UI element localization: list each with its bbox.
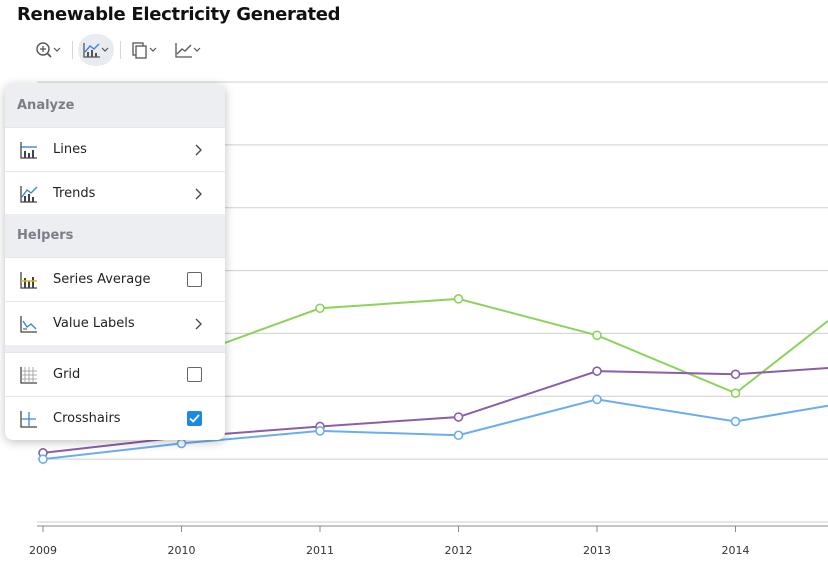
menu-section-analyze: Analyze xyxy=(5,84,225,128)
menu-section-helpers: Helpers xyxy=(5,214,225,258)
menu-divider xyxy=(5,345,225,353)
value-labels-icon xyxy=(20,316,37,333)
menu-item-trends[interactable]: Trends xyxy=(5,171,225,215)
menu-item-series-average[interactable]: Series Average xyxy=(5,257,225,301)
data-point xyxy=(453,430,464,441)
page-title: Renewable Electricity Generated xyxy=(17,4,341,25)
data-point xyxy=(453,412,464,422)
grid-checkbox[interactable] xyxy=(187,367,202,382)
data-point xyxy=(315,303,325,314)
menu-item-label: Trends xyxy=(53,186,96,201)
data-point xyxy=(176,438,187,449)
chevron-right-icon xyxy=(195,188,202,200)
data-point xyxy=(453,294,464,304)
chevron-right-icon xyxy=(195,318,202,330)
copy-button[interactable] xyxy=(126,34,162,66)
x-tick-label: 2012 xyxy=(445,544,473,557)
x-tick-label: 2010 xyxy=(168,544,196,557)
chart-type-button[interactable] xyxy=(170,34,206,66)
analyze-menu: Analyze Lines Trends Helpers xyxy=(5,84,225,440)
copy-icon xyxy=(132,42,157,59)
trend-icon xyxy=(20,186,38,203)
series-line xyxy=(178,297,828,395)
menu-item-label: Series Average xyxy=(53,272,151,287)
crosshairs-icon xyxy=(20,411,37,428)
data-point xyxy=(730,416,741,427)
chevron-right-icon xyxy=(195,144,202,156)
toolbar-separator xyxy=(72,41,73,59)
menu-item-value-labels[interactable]: Value Labels xyxy=(5,301,225,345)
menu-item-label: Crosshairs xyxy=(53,411,121,426)
chart-type-icon xyxy=(175,43,201,58)
menu-item-lines[interactable]: Lines xyxy=(5,127,225,171)
menu-item-label: Lines xyxy=(53,142,87,157)
menu-item-crosshairs[interactable]: Crosshairs xyxy=(5,396,225,440)
analyze-button[interactable] xyxy=(78,34,114,66)
menu-item-label: Value Labels xyxy=(53,316,135,331)
x-tick-label: 2014 xyxy=(722,544,750,557)
data-point xyxy=(592,394,602,405)
data-point xyxy=(592,366,602,376)
x-tick-label: 2013 xyxy=(583,544,611,557)
toolbar-separator xyxy=(120,41,121,59)
x-tick-label: 2009 xyxy=(29,544,57,557)
grid-icon xyxy=(20,367,37,384)
checkmark-icon xyxy=(189,414,200,423)
data-point xyxy=(315,426,325,436)
zoom-in-icon xyxy=(36,42,61,58)
line-chart-icon xyxy=(20,142,37,159)
average-icon xyxy=(20,272,37,289)
menu-item-grid[interactable]: Grid xyxy=(5,352,225,396)
chart-analyze-icon xyxy=(83,43,109,58)
menu-item-label: Grid xyxy=(53,367,81,382)
zoom-button[interactable] xyxy=(30,34,66,66)
data-point xyxy=(592,330,602,341)
data-point xyxy=(38,454,48,464)
x-tick-label: 2011 xyxy=(306,544,334,557)
data-point xyxy=(730,369,741,380)
crosshairs-checkbox[interactable] xyxy=(187,411,202,426)
series-average-checkbox[interactable] xyxy=(187,272,202,287)
data-point xyxy=(730,388,741,398)
